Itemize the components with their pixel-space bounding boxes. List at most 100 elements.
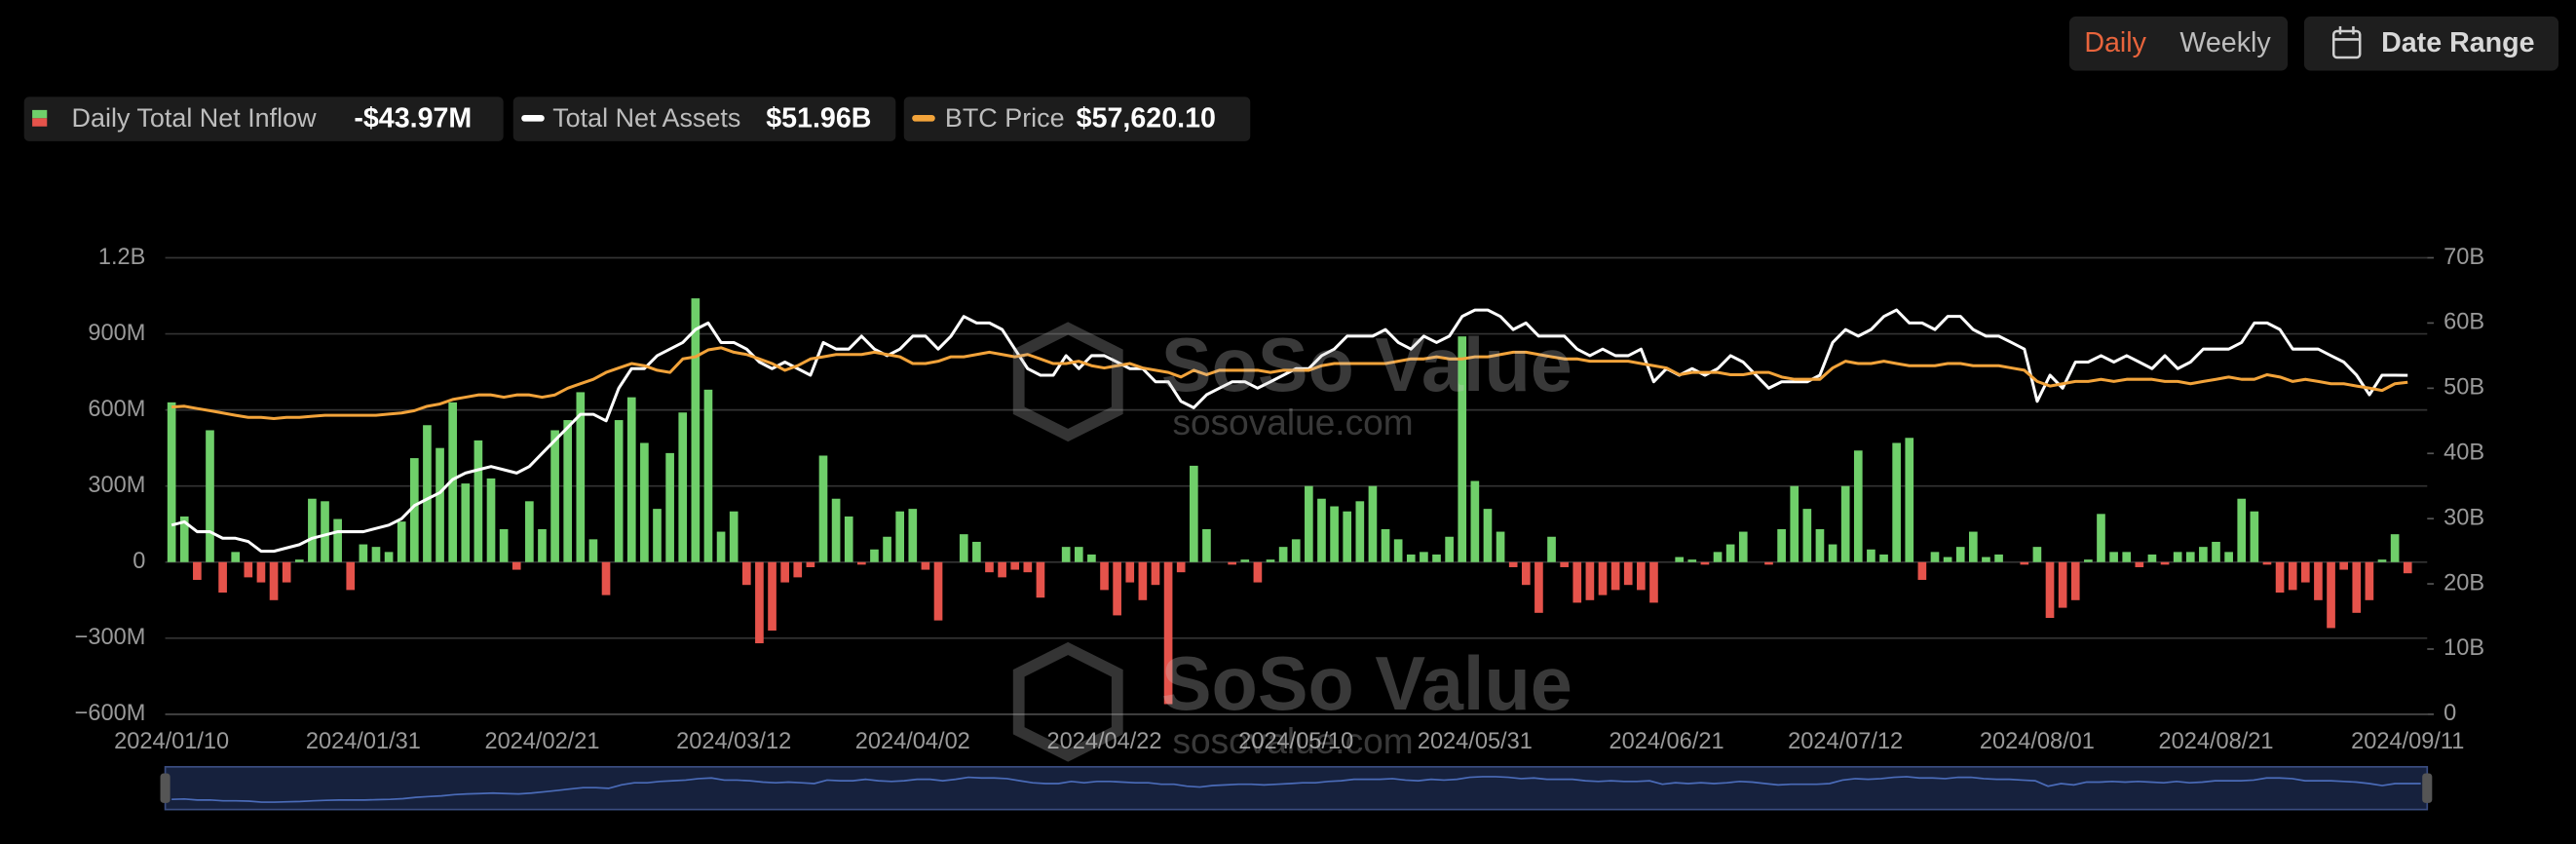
bar — [857, 561, 866, 565]
bar — [1560, 561, 1569, 567]
bar — [474, 440, 483, 562]
bar — [2097, 514, 2105, 562]
bar — [1355, 501, 1365, 562]
bar — [1917, 561, 1927, 580]
bar — [1240, 559, 1250, 562]
bar — [2212, 541, 2220, 562]
bar — [2377, 559, 2387, 562]
bar — [436, 447, 444, 562]
bar — [626, 397, 636, 562]
bar — [1572, 561, 1582, 603]
bar — [1777, 528, 1786, 562]
watermark-brand: SoSo Value — [1161, 324, 1572, 407]
bar — [359, 544, 368, 562]
line — [171, 346, 2408, 420]
bar — [1330, 506, 1339, 562]
bar — [448, 402, 457, 562]
y-tick-label: 900M — [88, 320, 145, 345]
bar — [2173, 552, 2182, 562]
bar — [231, 552, 241, 562]
bar — [640, 442, 649, 562]
bar — [525, 501, 534, 562]
bar — [2058, 561, 2067, 608]
bar — [2135, 561, 2144, 567]
x-tick-label: 2024/04/22 — [1047, 728, 1162, 753]
bar — [806, 561, 815, 567]
y2-tick-label: 60B — [2443, 309, 2484, 334]
x-tick-label: 2024/01/10 — [114, 728, 229, 753]
bar — [1470, 480, 1480, 562]
bar — [844, 516, 853, 562]
bar — [1125, 561, 1135, 583]
bar — [1023, 561, 1033, 573]
bar — [167, 402, 176, 562]
bar — [2339, 561, 2348, 570]
bar — [1432, 554, 1441, 562]
bar — [1496, 531, 1505, 562]
navigator-handle[interactable] — [160, 773, 170, 803]
date-range-label[interactable]: Date Range — [2381, 27, 2534, 58]
bar — [2352, 561, 2362, 613]
x-tick-label: 2024/07/12 — [1788, 728, 1903, 753]
bar — [1815, 528, 1825, 562]
bar — [1483, 509, 1493, 562]
legend-item[interactable] — [23, 96, 504, 141]
bar — [423, 425, 432, 562]
bar — [1687, 559, 1697, 562]
bar — [1738, 531, 1748, 562]
legend-item[interactable] — [512, 96, 896, 141]
bar — [409, 458, 419, 562]
bar — [870, 549, 879, 562]
bar — [2390, 534, 2400, 562]
bar — [1278, 547, 1288, 562]
bar — [1969, 531, 1978, 562]
bar — [1955, 547, 1965, 562]
x-tick-label: 2024/01/31 — [306, 728, 421, 753]
bar — [1305, 485, 1313, 562]
bar — [1291, 539, 1301, 562]
bar — [486, 478, 496, 562]
period-option[interactable]: Daily — [2084, 27, 2146, 58]
navigator[interactable] — [164, 765, 2429, 811]
bar — [384, 552, 394, 562]
legend-value: $51.96B — [766, 103, 871, 134]
bar — [2020, 561, 2029, 565]
bar — [1381, 528, 1390, 562]
bar — [550, 430, 559, 562]
date-range-button[interactable] — [2303, 16, 2559, 71]
bar — [1802, 509, 1812, 562]
bar — [1623, 561, 1633, 586]
bar — [2109, 552, 2118, 562]
bar — [1713, 552, 1723, 562]
bar — [2199, 547, 2208, 562]
bar — [2224, 552, 2233, 562]
bar — [461, 483, 471, 562]
bar — [716, 531, 726, 562]
bar — [1547, 536, 1556, 562]
bar — [576, 392, 586, 562]
bar — [1828, 544, 1837, 562]
bar — [2160, 561, 2170, 565]
bar — [1610, 561, 1620, 591]
bar — [563, 420, 573, 562]
bar — [678, 412, 688, 562]
y2-tick-label: 20B — [2443, 569, 2484, 595]
bar — [741, 561, 751, 586]
bar — [2084, 559, 2093, 562]
x-tick-label: 2024/08/01 — [1980, 728, 2095, 753]
x-tick-label: 2024/09/11 — [2351, 728, 2464, 753]
navigator-handle[interactable] — [2422, 773, 2433, 803]
legend-value: -$43.97M — [354, 103, 472, 134]
bar — [2045, 561, 2055, 619]
x-tick-label: 2024/02/21 — [484, 728, 599, 753]
bar — [1317, 498, 1326, 562]
bar — [1534, 561, 1543, 613]
bar — [538, 528, 547, 562]
bar — [831, 498, 841, 562]
bar — [1649, 561, 1658, 603]
legend-item[interactable] — [903, 96, 1251, 141]
period-option[interactable]: Weekly — [2179, 27, 2271, 58]
bar — [1994, 554, 2003, 562]
bar — [2250, 511, 2259, 562]
